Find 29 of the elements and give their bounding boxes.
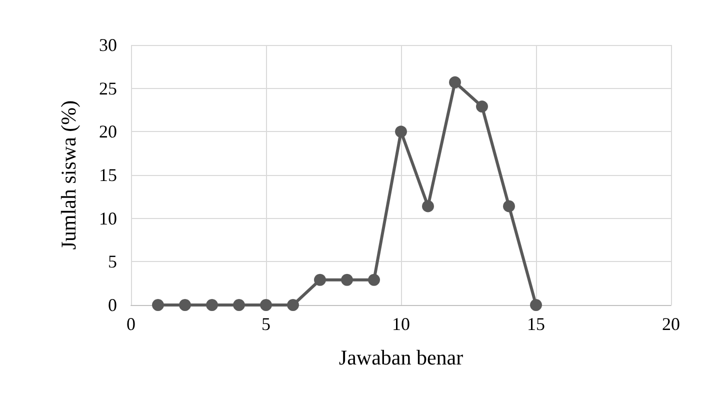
point	[179, 299, 191, 311]
y-tick-label: 10	[99, 208, 117, 228]
y-axis-title: Jumlah siswa (%)	[56, 100, 80, 250]
y-tick-label: 30	[99, 35, 117, 55]
y-tick-label: 5	[108, 252, 117, 272]
x-tick-label: 5	[262, 314, 270, 334]
x-tick-label: 20	[662, 314, 680, 334]
point	[449, 76, 461, 88]
point	[395, 126, 407, 138]
point	[260, 299, 272, 311]
y-tick-label: 15	[99, 165, 117, 185]
x-axis-title: Jawaban benar	[338, 346, 464, 370]
point	[314, 274, 326, 286]
y-tick-label: 20	[99, 122, 117, 142]
point	[422, 200, 434, 212]
point	[341, 274, 353, 286]
point	[287, 299, 299, 311]
y-tick-label: 0	[108, 295, 117, 315]
point	[206, 299, 218, 311]
y-tick-label: 25	[99, 78, 117, 98]
point	[233, 299, 245, 311]
point	[368, 274, 380, 286]
x-tick-label: 10	[392, 314, 410, 334]
x-tick-label: 0	[126, 314, 136, 334]
point	[152, 299, 164, 311]
point	[476, 100, 488, 113]
x-tick-label: 15	[527, 314, 545, 334]
point	[503, 200, 515, 212]
point	[530, 299, 542, 311]
